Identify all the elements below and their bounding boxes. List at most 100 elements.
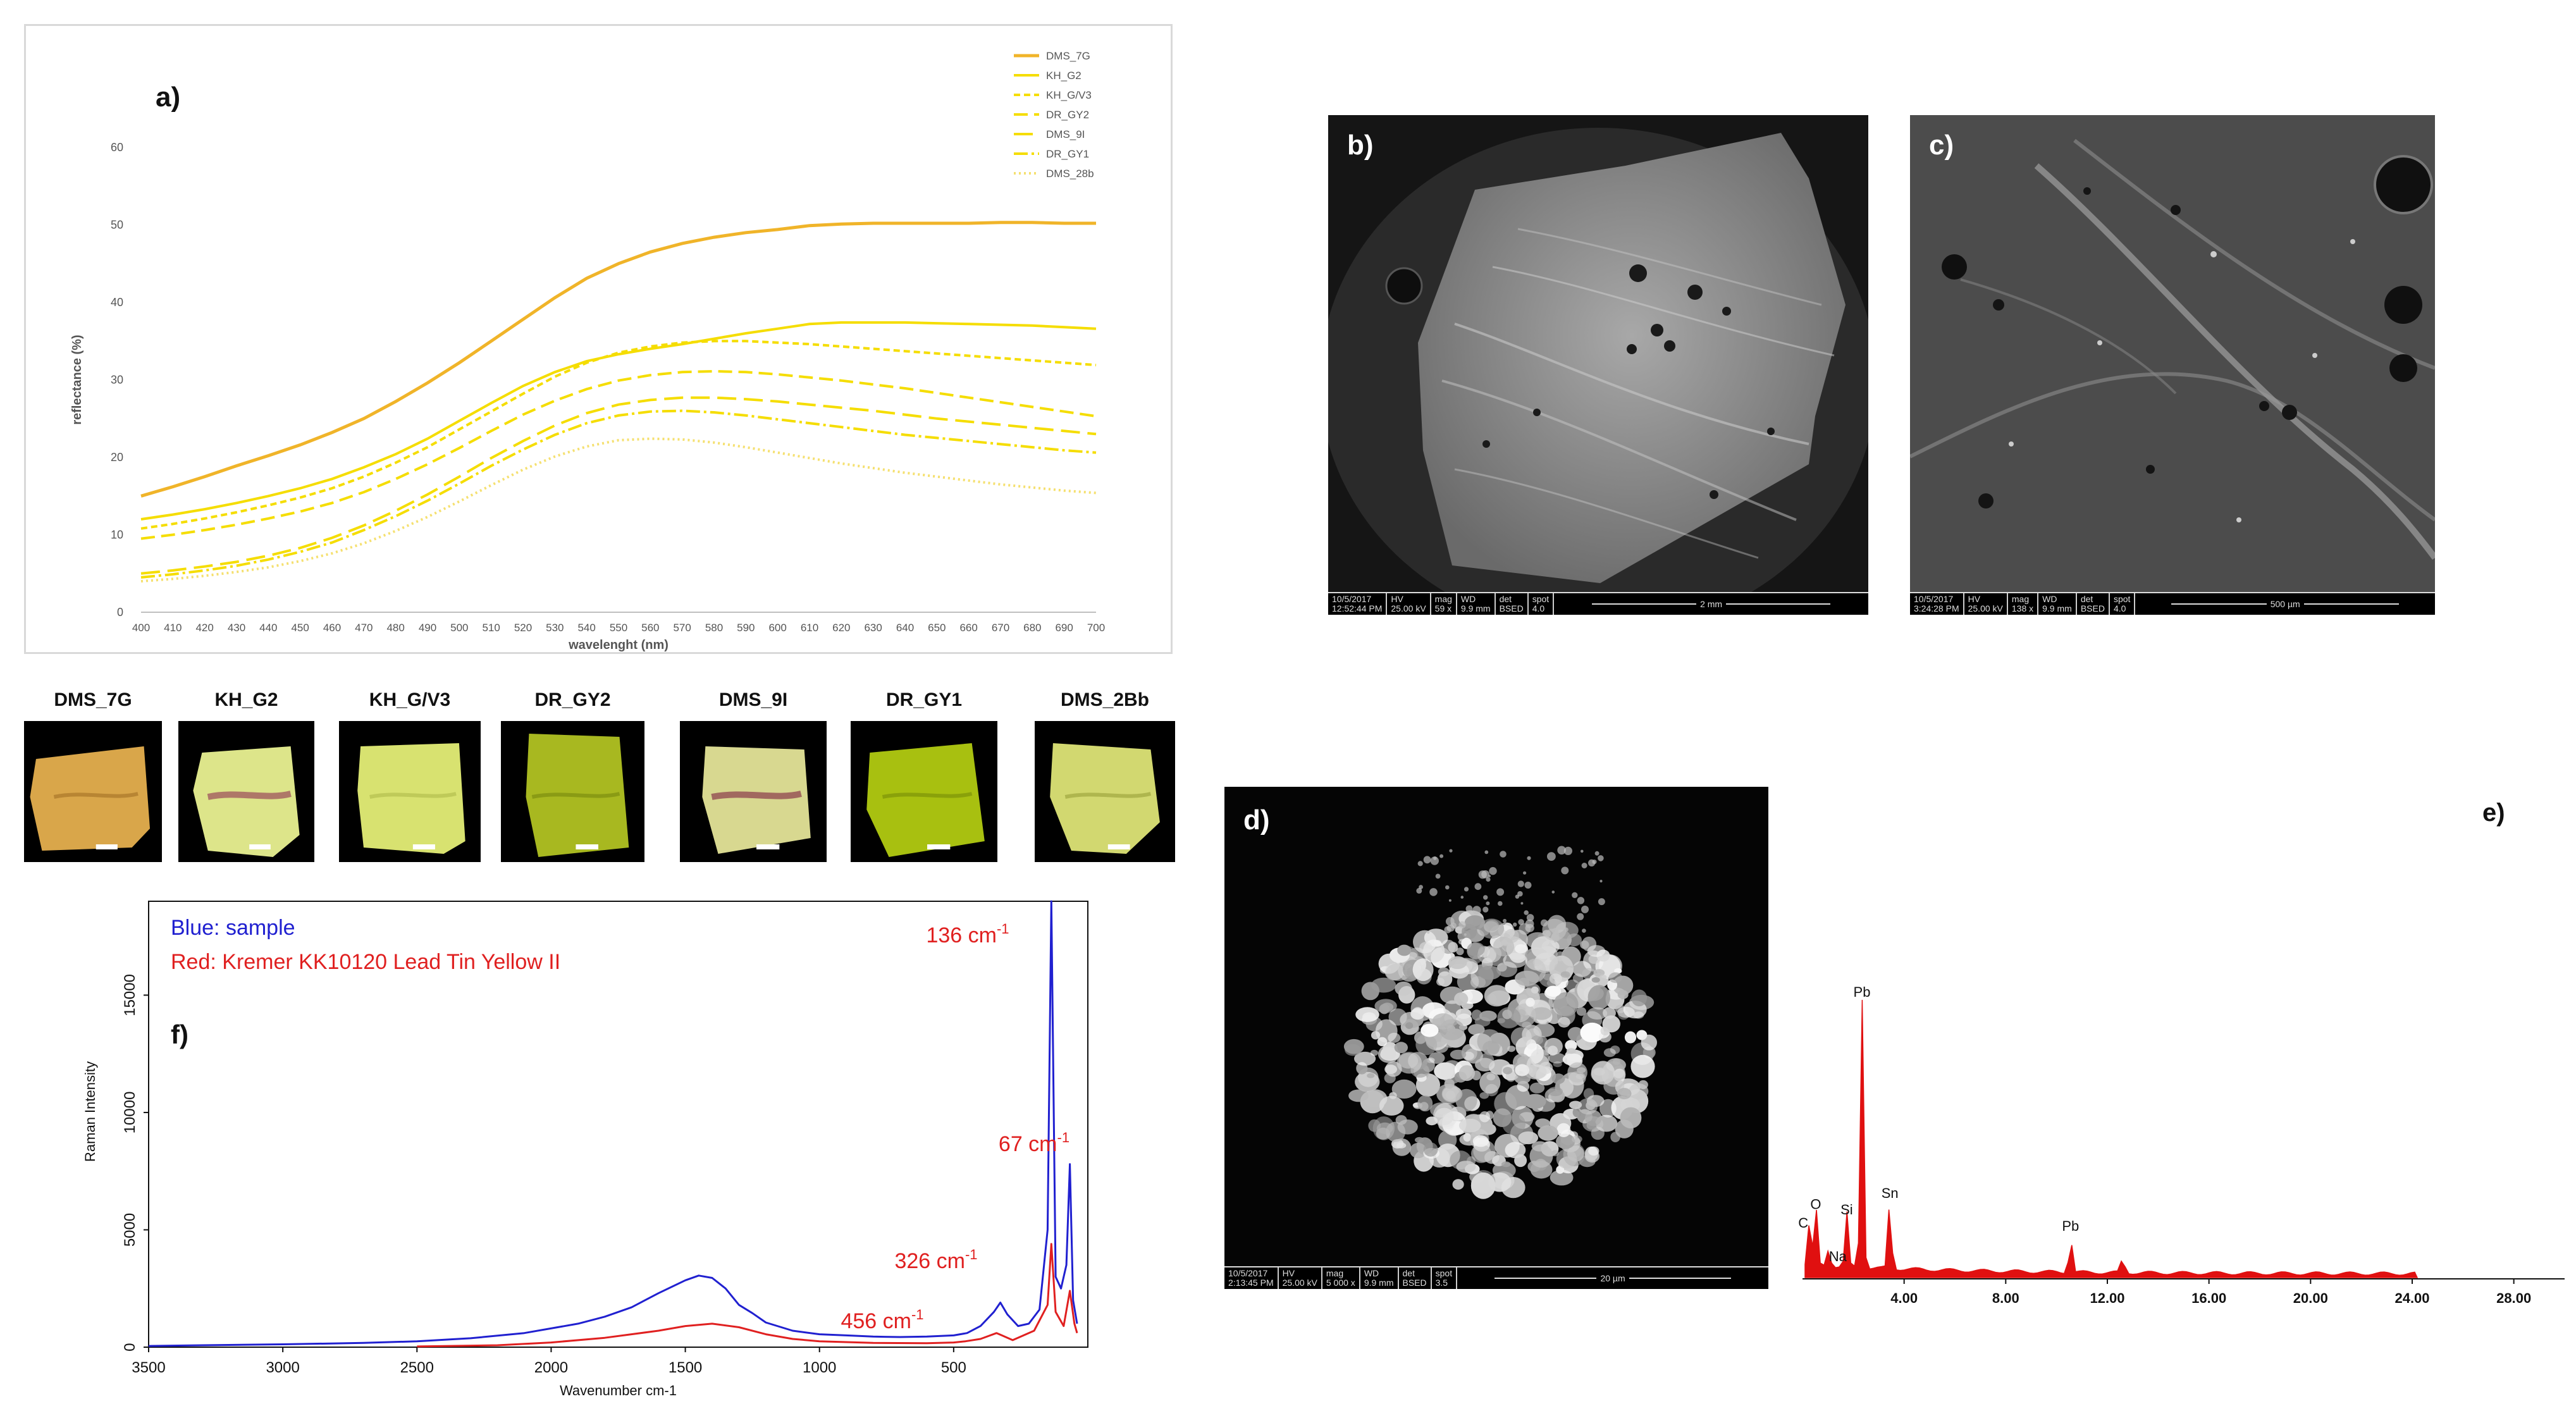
x-tick-label: 540 bbox=[577, 622, 595, 634]
y-tick-label: 0 bbox=[117, 606, 123, 619]
x-tick-label: 28.00 bbox=[2496, 1290, 2531, 1306]
x-tick-label: 490 bbox=[419, 622, 436, 634]
sem-databar-c: 10/5/2017 3:24:28 PM HV 25.00 kV mag 138 x … bbox=[1910, 592, 2435, 615]
sample-KH_G2: KH_G2 bbox=[178, 689, 314, 862]
peak-label-Pb: Pb bbox=[1854, 984, 1871, 1000]
sample-KH_G/V3: KH_G/V3 bbox=[339, 689, 481, 862]
legend-entry: DMS_9I bbox=[1046, 128, 1085, 140]
legend-entry: DR_GY1 bbox=[1046, 148, 1089, 160]
sample-name: DR_GY2 bbox=[534, 689, 611, 710]
x-tick-label: 700 bbox=[1087, 622, 1105, 634]
series-line-KH_G2 bbox=[140, 321, 1097, 521]
sample-photo bbox=[339, 721, 481, 862]
scale-marker bbox=[756, 844, 780, 849]
sample-fragment bbox=[193, 746, 300, 857]
x-tick-label: 620 bbox=[832, 622, 850, 634]
x-tick-label: 420 bbox=[195, 622, 213, 634]
x-tick-label: 1000 bbox=[803, 1359, 836, 1376]
sample-vein bbox=[369, 792, 457, 799]
x-tick-label: 660 bbox=[959, 622, 977, 634]
scale-bar-d: 20 µm bbox=[1596, 1273, 1629, 1283]
series-line-KH_G/V3 bbox=[140, 340, 1097, 530]
panel-label-c: c) bbox=[1929, 130, 1954, 161]
peak-annotation-456: 456 cm-1 bbox=[841, 1307, 923, 1333]
raman-series-sample bbox=[148, 900, 1078, 1347]
scale-bar-c: 500 µm bbox=[2266, 599, 2304, 609]
x-tick-label: 560 bbox=[641, 622, 659, 634]
legend-entry: KH_G/V3 bbox=[1046, 89, 1092, 101]
x-tick-label: 1500 bbox=[669, 1359, 702, 1376]
sample-photo bbox=[24, 721, 162, 862]
x-tick-label: 580 bbox=[705, 622, 723, 634]
x-tick-label: 680 bbox=[1023, 622, 1041, 634]
x-tick-label: 600 bbox=[768, 622, 786, 634]
raman-spectrum-chart: 0 5000 10000 15000 3500 3000 2500 2000 1500 1000 5… bbox=[82, 900, 1088, 1398]
sample-fragment bbox=[30, 746, 151, 851]
sample-name: DMS_7G bbox=[54, 689, 132, 710]
series-line-DR_GY2 bbox=[140, 369, 1097, 540]
sem-surface-c bbox=[1910, 115, 2435, 593]
x-tick-label: 640 bbox=[896, 622, 914, 634]
reflectance-chart-frame bbox=[24, 24, 1173, 654]
sample-photo bbox=[501, 721, 644, 862]
raman-series-reference bbox=[417, 1243, 1078, 1348]
sample-name: DR_GY1 bbox=[885, 689, 963, 710]
x-tick-label: 3500 bbox=[132, 1359, 165, 1376]
y-tick-label: 10000 bbox=[121, 1092, 139, 1134]
x-tick-label: 20.00 bbox=[2293, 1290, 2328, 1306]
legend-entry: Blue: sample bbox=[171, 916, 295, 940]
reflectance-chart: a) 0 10 20 30 40 50 60 400 410 420 430 440 450 460 470 4… bbox=[70, 50, 1105, 652]
sample-vein bbox=[53, 792, 139, 799]
x-tick-label: 460 bbox=[323, 622, 341, 634]
sample-photo bbox=[1035, 721, 1175, 862]
peak-annotation-136: 136 cm-1 bbox=[926, 921, 1009, 947]
peak-label-Sn: Sn bbox=[1882, 1185, 1899, 1201]
legend-entry: DR_GY2 bbox=[1046, 109, 1089, 121]
x-axis-label: Wavenumber cm-1 bbox=[560, 1383, 677, 1398]
scale-marker bbox=[249, 844, 271, 849]
panel-label-a: a) bbox=[156, 82, 180, 113]
peak-annotation-67: 67 cm-1 bbox=[999, 1130, 1069, 1156]
x-tick-label: 24.00 bbox=[2394, 1290, 2429, 1306]
x-tick-label: 650 bbox=[928, 622, 946, 634]
x-tick-label: 500 bbox=[450, 622, 468, 634]
sample-photo bbox=[178, 721, 314, 862]
y-axis-label: Raman Intensity bbox=[82, 1061, 98, 1162]
x-tick-label: 480 bbox=[386, 622, 404, 634]
sample-vein bbox=[711, 791, 802, 800]
sem-image-b: 10/5/2017 12:52:44 PM HV 25.00 kV mag 59 x … bbox=[1328, 115, 1868, 615]
sample-DMS_2Bb: DMS_2Bb bbox=[1035, 689, 1175, 862]
y-tick-label: 50 bbox=[111, 219, 123, 231]
sample-vein bbox=[207, 791, 292, 800]
series-line-DMS_7G bbox=[140, 221, 1096, 498]
panel-label-e: e) bbox=[2482, 799, 2505, 827]
scale-marker bbox=[576, 844, 598, 849]
legend-entry: DMS_28b bbox=[1046, 168, 1094, 180]
sample-name: DMS_2Bb bbox=[1060, 689, 1150, 710]
sample-vein bbox=[531, 792, 620, 799]
x-tick-label: 630 bbox=[864, 622, 882, 634]
x-tick-label: 670 bbox=[992, 622, 1009, 634]
peak-label-O: O bbox=[1810, 1196, 1821, 1212]
peak-label-Pb: Pb bbox=[2062, 1218, 2079, 1234]
y-tick-label: 30 bbox=[111, 374, 123, 386]
y-tick-label: 15000 bbox=[121, 974, 139, 1016]
x-axis-label: wavelenght (nm) bbox=[568, 638, 669, 652]
x-tick-label: 400 bbox=[132, 622, 150, 634]
y-tick-label: 0 bbox=[121, 1343, 139, 1351]
series-line-DMS_9I bbox=[140, 396, 1097, 575]
eds-spectrum-area bbox=[1804, 999, 2419, 1278]
peak-label-Na: Na bbox=[1829, 1248, 1847, 1264]
panel-label-f: f) bbox=[171, 1020, 188, 1049]
x-tick-label: 440 bbox=[259, 622, 277, 634]
scale-marker bbox=[96, 844, 118, 849]
y-tick-label: 40 bbox=[111, 296, 123, 309]
sample-fragment bbox=[357, 743, 465, 854]
peak-label-C: C bbox=[1798, 1215, 1808, 1231]
sem-fragment-b bbox=[1328, 115, 1868, 593]
x-tick-label: 410 bbox=[164, 622, 182, 634]
sample-photo bbox=[680, 721, 827, 862]
x-tick-label: 500 bbox=[941, 1359, 966, 1376]
series-line-DR_GY1 bbox=[140, 409, 1097, 579]
sample-fragment bbox=[866, 743, 985, 857]
